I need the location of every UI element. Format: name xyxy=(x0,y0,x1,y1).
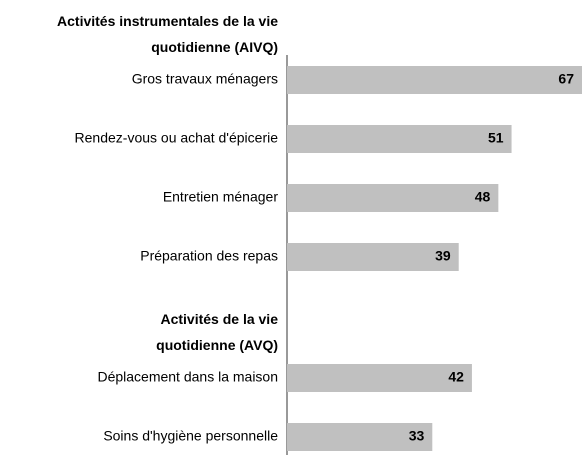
bar xyxy=(287,423,433,451)
bar xyxy=(287,364,472,392)
category-label: Gros travaux ménagers xyxy=(132,71,278,87)
category-label: Soins d'hygiène personnelle xyxy=(103,428,278,444)
bar xyxy=(287,243,459,271)
value-label: 67 xyxy=(558,71,574,87)
category-label: Entretien ménager xyxy=(163,189,279,205)
group-header: Activités de la vie quotidienne (AVQ) xyxy=(156,311,278,353)
bar xyxy=(287,125,512,153)
group-header: Activités instrumentales de la vie quoti… xyxy=(57,13,278,55)
category-label: Rendez-vous ou achat d'épicerie xyxy=(75,130,279,146)
category-label: Préparation des repas xyxy=(140,248,278,264)
category-label: Déplacement dans la maison xyxy=(97,369,278,385)
bar xyxy=(287,184,499,212)
value-label: 33 xyxy=(409,428,425,444)
bar xyxy=(287,66,582,94)
value-label: 39 xyxy=(435,248,451,264)
value-label: 48 xyxy=(475,189,491,205)
value-label: 42 xyxy=(448,369,464,385)
value-label: 51 xyxy=(488,130,504,146)
